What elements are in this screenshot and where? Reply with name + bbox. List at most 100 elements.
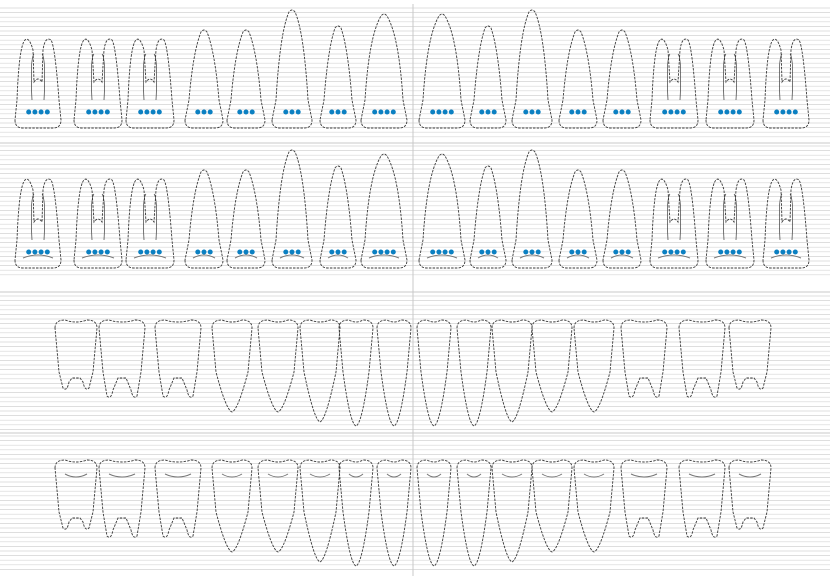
tooth-icon[interactable]	[154, 459, 202, 538]
measurement-dot[interactable]	[283, 109, 289, 115]
measurement-dot[interactable]	[372, 249, 378, 255]
measurement-dot[interactable]	[32, 109, 38, 115]
measurement-dot[interactable]	[98, 249, 104, 255]
measurement-dot[interactable]	[448, 249, 454, 255]
measurement-dot[interactable]	[724, 109, 730, 115]
measurement-dot[interactable]	[575, 109, 581, 115]
tooth-icon[interactable]	[416, 459, 452, 567]
tooth-icon[interactable]	[762, 38, 810, 129]
measurement-dot[interactable]	[442, 249, 448, 255]
tooth-icon[interactable]	[649, 38, 699, 129]
tooth-icon[interactable]	[319, 165, 357, 269]
measurement-dot[interactable]	[372, 109, 378, 115]
measurement-dot[interactable]	[774, 249, 780, 255]
tooth-icon[interactable]	[469, 165, 507, 269]
tooth-icon[interactable]	[602, 29, 642, 129]
tooth-icon[interactable]	[376, 319, 412, 427]
measurement-dot[interactable]	[529, 109, 535, 115]
measurement-dot[interactable]	[613, 109, 619, 115]
measurement-dot[interactable]	[195, 109, 201, 115]
measurement-dot[interactable]	[780, 109, 786, 115]
measurement-dot[interactable]	[625, 109, 631, 115]
tooth-icon[interactable]	[456, 459, 492, 567]
measurement-dot[interactable]	[674, 109, 680, 115]
measurement-dot[interactable]	[384, 249, 390, 255]
measurement-dot[interactable]	[283, 249, 289, 255]
measurement-dot[interactable]	[718, 109, 724, 115]
measurement-dot[interactable]	[144, 249, 150, 255]
tooth-icon[interactable]	[678, 319, 726, 398]
tooth-icon[interactable]	[257, 459, 299, 553]
measurement-dot[interactable]	[195, 249, 201, 255]
measurement-dot[interactable]	[201, 109, 207, 115]
measurement-dot[interactable]	[104, 109, 110, 115]
measurement-dot[interactable]	[329, 249, 335, 255]
measurement-dot[interactable]	[523, 249, 529, 255]
measurement-dot[interactable]	[529, 249, 535, 255]
tooth-icon[interactable]	[211, 319, 253, 413]
tooth-icon[interactable]	[418, 153, 466, 269]
tooth-icon[interactable]	[705, 178, 755, 269]
tooth-icon[interactable]	[602, 169, 642, 269]
tooth-icon[interactable]	[73, 178, 123, 269]
measurement-dot[interactable]	[26, 249, 32, 255]
measurement-dot[interactable]	[295, 109, 301, 115]
measurement-dot[interactable]	[390, 249, 396, 255]
measurement-dot[interactable]	[792, 249, 798, 255]
measurement-dot[interactable]	[295, 249, 301, 255]
measurement-dot[interactable]	[613, 249, 619, 255]
measurement-dot[interactable]	[436, 249, 442, 255]
tooth-icon[interactable]	[491, 319, 533, 423]
measurement-dot[interactable]	[625, 249, 631, 255]
measurement-dot[interactable]	[201, 249, 207, 255]
measurement-dot[interactable]	[378, 109, 384, 115]
measurement-dot[interactable]	[207, 249, 213, 255]
tooth-icon[interactable]	[226, 169, 266, 269]
tooth-icon[interactable]	[299, 459, 341, 563]
tooth-icon[interactable]	[360, 13, 408, 129]
tooth-icon[interactable]	[678, 459, 726, 538]
tooth-icon[interactable]	[54, 319, 98, 390]
tooth-icon[interactable]	[98, 319, 146, 398]
tooth-icon[interactable]	[73, 38, 123, 129]
measurement-dot[interactable]	[207, 109, 213, 115]
tooth-icon[interactable]	[184, 169, 224, 269]
tooth-icon[interactable]	[184, 29, 224, 129]
tooth-icon[interactable]	[531, 319, 573, 413]
measurement-dot[interactable]	[436, 109, 442, 115]
tooth-icon[interactable]	[338, 319, 374, 427]
tooth-icon[interactable]	[418, 13, 466, 129]
measurement-dot[interactable]	[150, 249, 156, 255]
measurement-dot[interactable]	[491, 109, 497, 115]
measurement-dot[interactable]	[442, 109, 448, 115]
tooth-icon[interactable]	[257, 319, 299, 413]
measurement-dot[interactable]	[44, 109, 50, 115]
tooth-icon[interactable]	[360, 153, 408, 269]
measurement-dot[interactable]	[335, 249, 341, 255]
tooth-icon[interactable]	[376, 459, 412, 567]
measurement-dot[interactable]	[786, 109, 792, 115]
measurement-dot[interactable]	[341, 249, 347, 255]
measurement-dot[interactable]	[384, 109, 390, 115]
measurement-dot[interactable]	[448, 109, 454, 115]
measurement-dot[interactable]	[736, 249, 742, 255]
measurement-dot[interactable]	[249, 109, 255, 115]
measurement-dot[interactable]	[662, 249, 668, 255]
tooth-icon[interactable]	[338, 459, 374, 567]
tooth-icon[interactable]	[573, 459, 615, 553]
measurement-dot[interactable]	[680, 249, 686, 255]
tooth-icon[interactable]	[226, 29, 266, 129]
measurement-dot[interactable]	[736, 109, 742, 115]
measurement-dot[interactable]	[730, 109, 736, 115]
measurement-dot[interactable]	[430, 109, 436, 115]
measurement-dot[interactable]	[92, 109, 98, 115]
tooth-icon[interactable]	[491, 459, 533, 563]
measurement-dot[interactable]	[86, 109, 92, 115]
measurement-dot[interactable]	[38, 109, 44, 115]
tooth-icon[interactable]	[705, 38, 755, 129]
measurement-dot[interactable]	[491, 249, 497, 255]
measurement-dot[interactable]	[575, 249, 581, 255]
measurement-dot[interactable]	[86, 249, 92, 255]
measurement-dot[interactable]	[485, 249, 491, 255]
measurement-dot[interactable]	[786, 249, 792, 255]
